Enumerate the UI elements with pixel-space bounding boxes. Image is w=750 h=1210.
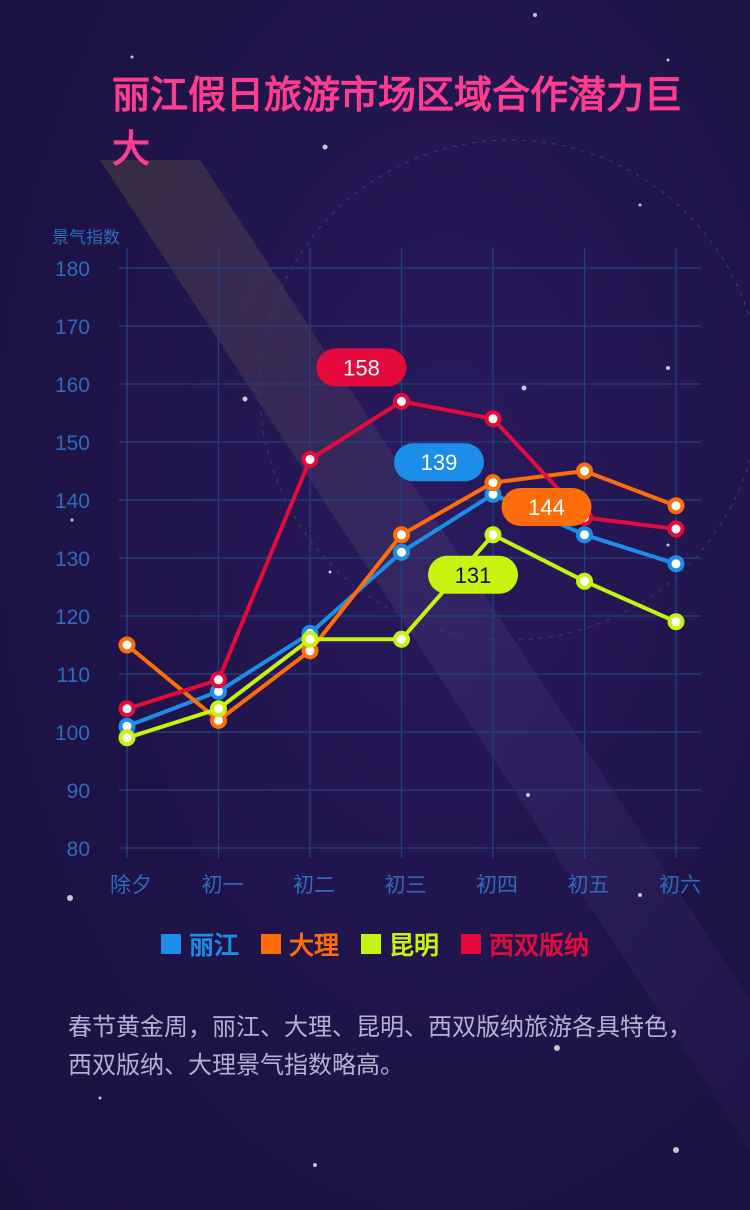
- x-tick-label: 除夕: [110, 873, 152, 897]
- data-point: [118, 700, 136, 718]
- data-point: [301, 450, 319, 468]
- legend-label: 西双版纳: [489, 931, 590, 960]
- y-tick-label: 180: [55, 258, 90, 281]
- annotation-label: 144: [528, 495, 565, 520]
- star: [328, 570, 332, 574]
- data-point: [484, 474, 502, 492]
- axes: 80 90 100 110 120 130 140 150 160 170 180 除夕 初一 初二 初三 初…: [52, 228, 701, 897]
- y-tick-label: 160: [55, 374, 90, 397]
- annotations: 158 144 139 131: [316, 348, 592, 594]
- star: [666, 366, 670, 370]
- data-point: [667, 520, 685, 538]
- legend-item: 西双版纳: [461, 926, 589, 962]
- data-point: [667, 613, 685, 631]
- data-point: [393, 526, 410, 544]
- star: [242, 396, 248, 402]
- x-tick-label: 初一: [202, 873, 244, 897]
- annotation-label: 139: [421, 450, 458, 475]
- annotation-label: 158: [343, 355, 380, 380]
- x-tick-label: 初三: [385, 873, 427, 897]
- dashed-orbit: [259, 139, 750, 641]
- data-point: [393, 392, 410, 410]
- chart-legend: 丽江 大理 昆明 西双版纳: [0, 926, 750, 962]
- y-tick-label: 150: [55, 432, 90, 455]
- data-point: [484, 526, 502, 544]
- x-tick-label: 初二: [293, 873, 335, 897]
- star: [638, 203, 642, 207]
- star: [533, 13, 537, 17]
- data-point: [667, 497, 685, 515]
- y-tick-label: 80: [67, 838, 90, 861]
- data-point: [301, 630, 319, 648]
- star: [130, 55, 134, 59]
- y-tick-label: 170: [55, 316, 90, 339]
- star: [521, 385, 527, 391]
- caption-text: 春节黄金周，丽江、大理、昆明、西双版纳旅游各具特色，西双版纳、大理景气指数略高。: [68, 1013, 692, 1079]
- legend-swatch: [461, 934, 482, 954]
- data-point: [484, 410, 502, 428]
- y-tick-label: 120: [55, 606, 90, 629]
- legend-label: 大理: [288, 931, 339, 960]
- x-tick-label: 初五: [568, 873, 610, 897]
- star: [673, 1147, 679, 1153]
- x-tick-label: 初六: [659, 873, 701, 897]
- star: [70, 518, 74, 522]
- light-beam: [100, 160, 750, 1150]
- y-tick-label: 100: [55, 722, 90, 745]
- star: [666, 58, 670, 62]
- data-point: [393, 543, 410, 561]
- y-tick-label: 110: [57, 664, 90, 687]
- y-tick-label: 130: [55, 548, 90, 571]
- star: [638, 893, 642, 897]
- data-point: [667, 555, 685, 573]
- data-point: [576, 526, 593, 544]
- data-point: [576, 572, 593, 590]
- data-point: [393, 630, 410, 648]
- legend-label: 丽江: [188, 931, 239, 960]
- annotation-bubble: [501, 488, 592, 526]
- data-point: [210, 671, 227, 689]
- annotation-bubble: [394, 443, 484, 482]
- x-tick-label: 初四: [476, 873, 518, 897]
- star: [666, 543, 670, 547]
- annotation-bubble: [428, 555, 518, 594]
- star: [554, 1045, 560, 1051]
- star: [313, 1163, 317, 1167]
- star: [526, 793, 530, 797]
- y-axis-label: 景气指数: [52, 228, 120, 248]
- line-chart: 80 90 100 110 120 130 140 150 160 170 180 除夕 初一 初二 初三 初…: [52, 228, 701, 897]
- y-tick-label: 140: [55, 490, 90, 513]
- star: [67, 895, 73, 901]
- legend-swatch: [160, 934, 181, 954]
- data-point: [576, 462, 593, 480]
- y-tick-label: 90: [67, 780, 90, 803]
- data-point: [118, 729, 136, 747]
- legend-item: 大理: [260, 926, 339, 962]
- annotation-label: 131: [455, 563, 492, 588]
- legend-item: 丽江: [160, 926, 239, 962]
- data-point: [118, 636, 136, 654]
- star: [322, 144, 328, 150]
- legend-label: 昆明: [389, 931, 440, 960]
- data-point: [210, 700, 227, 718]
- legend-swatch: [260, 934, 281, 954]
- annotation-bubble: [316, 348, 407, 387]
- grid: [119, 248, 701, 858]
- star: [98, 1096, 102, 1100]
- legend-swatch: [361, 934, 381, 954]
- legend-item: 昆明: [361, 926, 439, 962]
- page-title: 丽江假日旅游市场区域合作潜力巨大: [112, 73, 683, 171]
